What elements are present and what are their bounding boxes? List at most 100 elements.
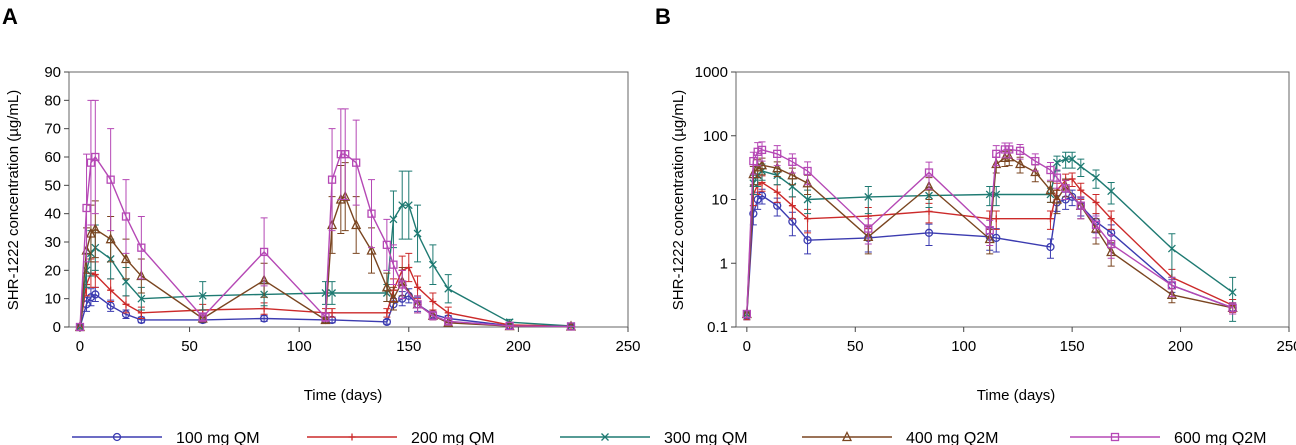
panel-b-data-point — [1045, 184, 1056, 195]
panel-b-data-point — [1228, 303, 1237, 312]
panel-a-x-tick-label: 100 — [287, 338, 312, 355]
legend-label-400mg-q2m: 400 mg Q2M — [906, 430, 998, 445]
panel-b-error-bar — [864, 185, 872, 215]
panel-b-x-tick-label: 200 — [1168, 338, 1193, 355]
panel-a-data-point — [429, 298, 437, 305]
panel-a-data-point — [388, 292, 399, 303]
panel-a-data-point — [382, 317, 392, 327]
legend-marker-symbol-600-mg-q2m — [1110, 432, 1120, 442]
panel-a-data-point — [320, 313, 331, 325]
panel-a-data-point — [198, 291, 207, 300]
panel-a-data-point — [413, 229, 422, 238]
panel-b-x-tick-label: 150 — [1060, 338, 1085, 355]
panel-a-data-point — [86, 158, 96, 167]
panel-b-data-point — [992, 233, 1001, 243]
panel-b-data-point — [924, 228, 934, 237]
panel-b-data-point — [802, 177, 813, 188]
panel-b-error-bar — [1092, 169, 1100, 189]
legend-marker-100mg-qm — [112, 432, 122, 442]
panel-a-data-point — [367, 209, 376, 218]
panel-b-data-point — [864, 224, 873, 233]
legend-item-200mg-qm: 200 mg QM — [307, 430, 495, 445]
legend-marker-symbol-300-mg-qm — [601, 433, 609, 441]
panel-b-data-point — [1046, 215, 1054, 223]
panel-b-data-point — [749, 209, 758, 218]
panel-a-y-tick-label: 10 — [44, 291, 61, 308]
panel-a-y-tick-label: 70 — [44, 121, 61, 138]
legend: 100 mg QM 200 mg QM 300 mg QM 400 mg Q2M… — [72, 430, 1266, 445]
panel-b-error-bar — [1168, 276, 1176, 298]
panel-b-x-tick-label: 0 — [743, 338, 751, 355]
panel-b-data-point — [1107, 239, 1116, 249]
panel-a-data-point — [259, 247, 269, 257]
panel-a-y-tick-label: 80 — [44, 92, 61, 109]
panel-b-data-point — [1068, 155, 1077, 164]
panel-b-data-point — [1092, 173, 1100, 182]
legend-marker-300mg-qm — [601, 433, 609, 441]
panel-b-error-bar — [758, 141, 766, 162]
panel-b-data-point — [1030, 166, 1041, 177]
panel-a-data-point — [91, 152, 100, 162]
panel-a-x-axis-title: Time (days) — [304, 387, 383, 404]
legend-marker-symbol-400-mg-q2m — [841, 431, 853, 442]
panel-b-data-point — [749, 156, 758, 166]
panel-b-x-tick-label: 100 — [951, 338, 976, 355]
panel-a-data-point — [428, 311, 438, 320]
panel-b-data-point — [1077, 186, 1085, 194]
panel-b-data-point — [1000, 145, 1010, 154]
panel-a-x-tick-label: 0 — [76, 338, 84, 355]
panel-b-y-tick-label: 1000 — [695, 64, 728, 81]
panel-b-data-point — [1031, 156, 1040, 166]
panel-b-error-bar — [1107, 181, 1115, 205]
panel-b-error-bar — [1092, 215, 1100, 239]
legend-label-300mg-qm: 300 mg QM — [664, 430, 748, 445]
panel-a-y-tick-label: 60 — [44, 149, 61, 166]
panel-b-data-point — [1051, 193, 1063, 204]
panel-b-series-200-mg-qm — [743, 172, 1237, 321]
panel-a-data-point — [136, 270, 147, 281]
panel-b-plot: 0.1 1 10 100 1000 0 50 100 150 200 250 — [695, 64, 1296, 355]
panel-b-data-point — [788, 182, 797, 191]
legend-label-200mg-qm: 200 mg QM — [411, 430, 495, 445]
panel-b-x-axis-title: Time (days) — [977, 387, 1056, 404]
panel-a-data-point — [91, 290, 100, 299]
panel-a-data-point — [366, 244, 377, 255]
panel-b-data-point — [1061, 184, 1070, 193]
panel-b-error-bar — [804, 161, 812, 186]
panel-b-label: B — [655, 4, 671, 29]
panel-b-error-bar — [1107, 234, 1115, 259]
panel-a-data-point — [398, 280, 407, 289]
panel-a-x-tick-label: 150 — [396, 338, 421, 355]
panel-b-data-point — [1015, 158, 1026, 169]
panel-b-data-point — [804, 215, 812, 223]
panel-a-data-point — [444, 309, 452, 317]
legend-item-300mg-qm: 300 mg QM — [560, 430, 748, 445]
legend-item-400mg-q2m: 400 mg Q2M — [802, 430, 998, 445]
panel-b-series-600-mg-q2m — [742, 141, 1237, 319]
panel-b-data-point — [788, 202, 796, 210]
panel-a-data-point — [341, 150, 350, 159]
panel-b-data-point — [803, 166, 812, 176]
panel-b-data-point — [773, 149, 782, 159]
panel-a-data-point — [336, 150, 345, 159]
panel-a-data-point — [389, 260, 398, 269]
legend-marker-symbol-100-mg-qm — [112, 432, 122, 442]
panel-a-data-point — [398, 201, 407, 210]
panel-a-y-tick-label: 50 — [44, 177, 61, 194]
panel-a-data-point — [121, 212, 131, 221]
panel-a-series-600-mg-q2m — [75, 99, 576, 332]
panel-a-data-point — [120, 253, 132, 264]
panel-b-data-point — [864, 192, 873, 201]
panel-b-error-bar — [925, 223, 933, 246]
panel-a-data-point — [76, 323, 84, 331]
panel-a-data-point — [122, 300, 130, 308]
panel-b-y-tick-label: 100 — [703, 128, 728, 145]
panel-b-data-point — [1004, 151, 1015, 162]
panel-b-error-bar — [1077, 196, 1085, 220]
legend-marker-symbol-200-mg-qm — [348, 433, 356, 441]
panel-b-x-tick-label: 50 — [847, 338, 864, 355]
panel-b-data-point — [1068, 175, 1076, 183]
panel-a-x-tick-label: 200 — [506, 338, 531, 355]
panel-a-y-tick-label: 90 — [44, 64, 61, 81]
panel-b-error-bar — [754, 142, 762, 167]
